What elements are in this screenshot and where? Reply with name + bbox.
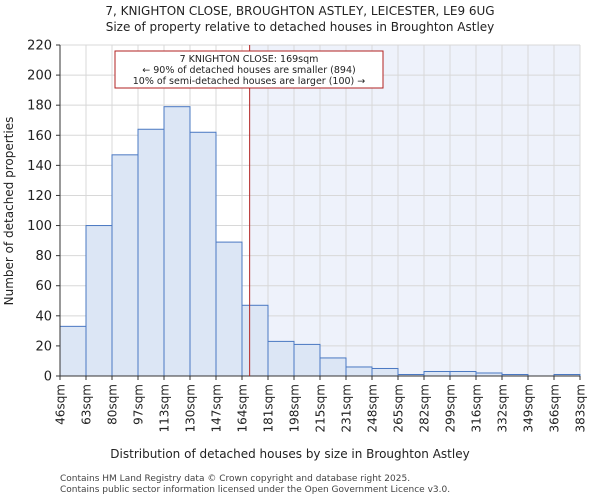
x-axis-ticks: 46sqm 63sqm 80sqm 97sqm 113sqm 130sqm 147sqm 16…	[54, 376, 588, 432]
bar	[111, 154, 139, 377]
x-tick-label: 130sqm	[184, 384, 198, 432]
larger-properties-shade	[249, 45, 580, 376]
x-tick-label: 63sqm	[80, 384, 94, 425]
y-tick-label: 160	[27, 129, 52, 144]
y-tick-label: 220	[27, 39, 52, 54]
bar	[449, 370, 477, 377]
x-tick-label: 198sqm	[288, 384, 302, 432]
bar	[293, 343, 321, 377]
footer-line1: Contains HM Land Registry data © Crown c…	[60, 474, 410, 484]
chart-title-line1: 7, KNIGHTON CLOSE, BROUGHTON ASTLEY, LEI…	[105, 4, 494, 18]
x-tick-label: 248sqm	[366, 384, 380, 432]
x-tick-label: 215sqm	[314, 384, 328, 432]
x-tick-label: 366sqm	[548, 384, 562, 432]
y-tick-label: 140	[27, 159, 52, 174]
y-tick-label: 80	[35, 249, 52, 264]
x-tick-label: 332sqm	[496, 384, 510, 432]
bar	[345, 366, 373, 377]
x-tick-label: 80sqm	[106, 384, 120, 425]
bar	[85, 225, 113, 377]
y-tick-label: 100	[27, 219, 52, 234]
y-tick-label: 20	[35, 339, 52, 354]
x-tick-label: 265sqm	[392, 384, 406, 432]
bar	[189, 131, 217, 377]
x-tick-label: 181sqm	[262, 384, 276, 432]
bar	[137, 128, 165, 377]
x-tick-label: 113sqm	[158, 384, 172, 432]
chart-title-line2: Size of property relative to detached ho…	[106, 20, 495, 34]
annotation-box	[114, 50, 384, 89]
bar	[163, 106, 191, 377]
bar	[319, 357, 347, 377]
x-tick-label: 97sqm	[132, 384, 146, 425]
y-tick-label: 200	[27, 69, 52, 84]
y-axis-ticks: 0 20 40 60 80 100 120 140 160 180 200 220	[27, 39, 60, 385]
bar	[59, 325, 87, 377]
annotation-line1: 7 KNIGHTON CLOSE: 169sqm	[180, 54, 319, 65]
bar	[423, 370, 451, 377]
x-tick-label: 164sqm	[236, 384, 250, 432]
x-tick-label: 231sqm	[340, 384, 354, 432]
x-tick-label: 349sqm	[522, 384, 536, 432]
bar	[241, 304, 269, 377]
bars	[59, 106, 581, 377]
annotation-line3: 10% of semi-detached houses are larger (…	[133, 76, 366, 87]
y-tick-label: 120	[27, 189, 52, 204]
bar	[371, 367, 399, 377]
x-tick-label: 316sqm	[470, 384, 484, 432]
bar	[267, 340, 295, 377]
footer-line2: Contains public sector information licen…	[60, 485, 450, 495]
y-axis-label: Number of detached properties	[2, 117, 16, 306]
y-tick-label: 0	[44, 370, 52, 385]
x-axis-label: Distribution of detached houses by size …	[110, 447, 469, 461]
x-tick-label: 282sqm	[418, 384, 432, 432]
y-tick-label: 180	[27, 99, 52, 114]
bar	[215, 241, 243, 377]
x-tick-label: 299sqm	[444, 384, 458, 432]
x-tick-label: 383sqm	[574, 384, 588, 432]
x-tick-label: 46sqm	[54, 384, 68, 425]
x-tick-label: 147sqm	[210, 384, 224, 432]
annotation-line2: ← 90% of detached houses are smaller (89…	[142, 65, 355, 76]
y-tick-label: 60	[35, 279, 52, 294]
y-tick-label: 40	[35, 309, 52, 324]
